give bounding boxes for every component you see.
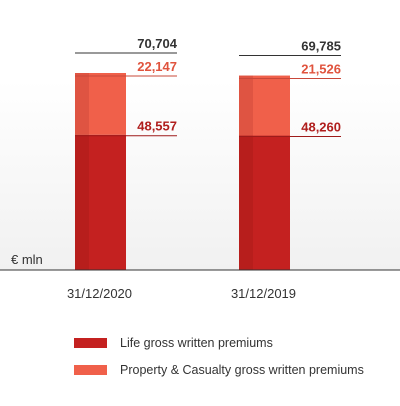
pc-value-label-0: 22,147 [137,59,177,74]
bar-pc-0 [75,73,126,135]
unit-label: € mln [11,252,43,267]
legend-swatch-life [74,337,107,348]
legend-label-pc: Property & Casualty gross written premiu… [120,363,364,377]
bar-life-shade-1 [239,135,253,270]
life-value-label-0: 48,557 [137,119,177,134]
bar-life-0 [75,134,126,270]
total-label-0: 70,704 [137,36,178,51]
bar-life-shade-0 [75,134,89,270]
bar-pc-1 [239,75,290,136]
total-label-1: 69,785 [301,39,341,54]
category-label-0: 31/12/2020 [67,286,132,301]
category-label-1: 31/12/2019 [231,286,296,301]
pc-value-label-1: 21,526 [301,62,341,77]
life-value-label-1: 48,260 [301,120,341,135]
bar-pc-shade-0 [75,73,89,135]
legend-swatch-pc [74,364,107,375]
chart-background [0,80,400,270]
bar-life-1 [239,135,290,270]
legend-item-life: Life gross written premiums [74,336,273,350]
legend-item-pc: Property & Casualty gross written premiu… [74,363,364,377]
bar-pc-shade-1 [239,75,253,136]
legend-label-life: Life gross written premiums [120,336,273,350]
